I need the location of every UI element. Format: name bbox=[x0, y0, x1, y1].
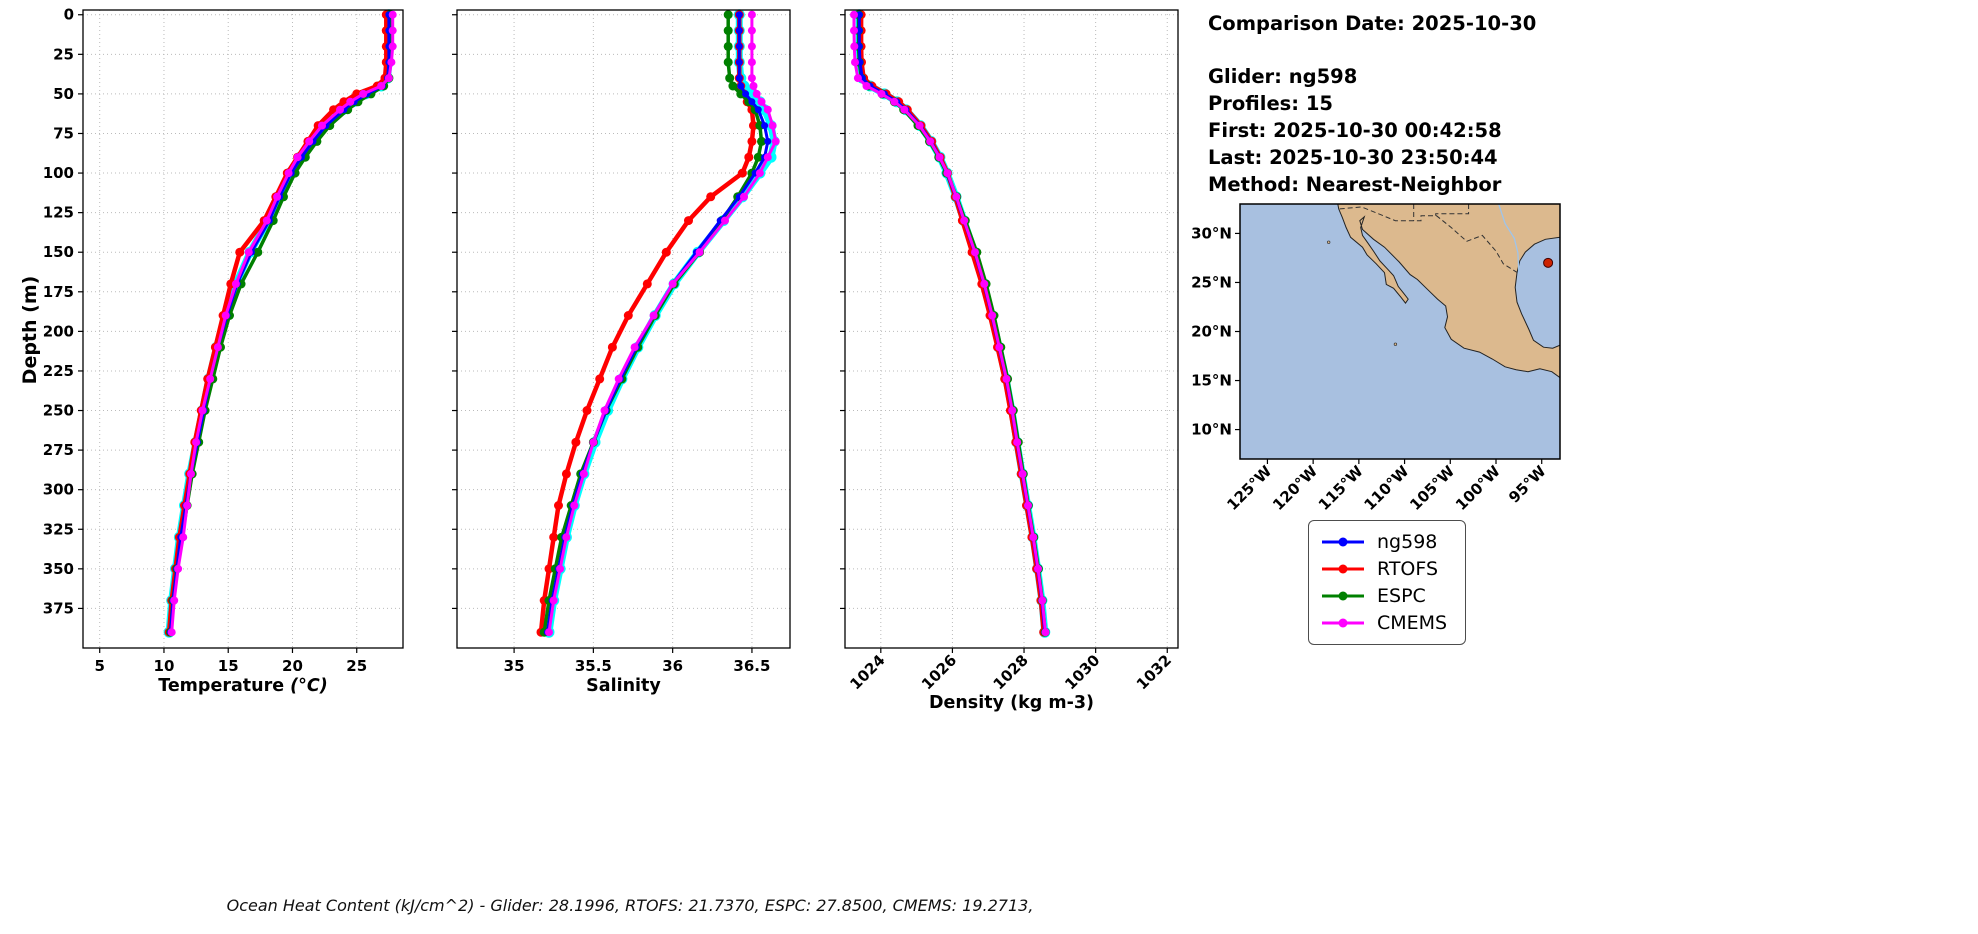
svg-text:1028: 1028 bbox=[990, 651, 1032, 693]
series-line-ng598 bbox=[545, 13, 770, 634]
svg-text:125: 125 bbox=[43, 204, 74, 222]
svg-text:25: 25 bbox=[53, 45, 74, 63]
map-border-line bbox=[1339, 206, 1520, 275]
map-land bbox=[1337, 204, 1560, 379]
ohc-footer: Ocean Heat Content (kJ/cm^2) - Glider: 2… bbox=[226, 896, 1034, 915]
svg-text:1026: 1026 bbox=[918, 651, 960, 693]
legend-line-sample bbox=[1322, 591, 1364, 601]
panel-salinity: 35 35.5 36 36.5 Salinity bbox=[452, 9, 791, 696]
svg-text:5: 5 bbox=[94, 657, 104, 675]
svg-text:15: 15 bbox=[218, 657, 239, 675]
series-line-ESPC bbox=[168, 12, 392, 634]
profile-charts: 5 10 15 20 250255075100125150175200225250275… bbox=[43, 6, 1179, 713]
svg-text:125°W: 125°W bbox=[1223, 462, 1275, 514]
svg-text:95°W: 95°W bbox=[1505, 462, 1550, 507]
svg-text:175: 175 bbox=[43, 283, 74, 301]
series-line-glider-envelope bbox=[165, 11, 393, 636]
series-line-CMEMS bbox=[547, 13, 778, 634]
info-panel: Comparison Date: 2025-10-30 Glider: ng59… bbox=[1208, 10, 1536, 198]
svg-text:300: 300 bbox=[43, 481, 74, 499]
legend-line-sample bbox=[1322, 537, 1364, 547]
legend-item-CMEMS: CMEMS bbox=[1321, 610, 1447, 636]
svg-text:35.5: 35.5 bbox=[575, 657, 612, 675]
svg-text:1032: 1032 bbox=[1133, 651, 1175, 693]
series-line-RTOFS bbox=[858, 12, 1046, 635]
comparison-date-line: Comparison Date: 2025-10-30 bbox=[1208, 12, 1537, 35]
legend-label: CMEMS bbox=[1377, 612, 1448, 634]
panel-density: 1024 1026 1028 1030 1032 Density (kg m-3) bbox=[840, 9, 1179, 713]
svg-text:100: 100 bbox=[43, 164, 74, 182]
panel-temperature: 5 10 15 20 250255075100125150175200225250275… bbox=[43, 6, 404, 696]
svg-text:20°N: 20°N bbox=[1191, 323, 1232, 341]
svg-text:50: 50 bbox=[53, 85, 74, 103]
svg-text:375: 375 bbox=[43, 599, 74, 617]
svg-text:30°N: 30°N bbox=[1191, 224, 1232, 242]
legend-item-ng598: ng598 bbox=[1321, 529, 1447, 555]
series-line-ng598 bbox=[168, 13, 391, 634]
svg-text:200: 200 bbox=[43, 322, 74, 340]
svg-text:275: 275 bbox=[43, 441, 74, 459]
legend-label: RTOFS bbox=[1377, 558, 1439, 580]
legend-label: ng598 bbox=[1377, 531, 1438, 553]
svg-text:36.5: 36.5 bbox=[733, 657, 770, 675]
svg-text:150: 150 bbox=[43, 243, 74, 261]
svg-text:1030: 1030 bbox=[1061, 651, 1103, 693]
location-map: 30°N 25°N 20°N 15°N 10°N 125°W120°W115°W110°W… bbox=[1191, 203, 1561, 514]
svg-text:325: 325 bbox=[43, 520, 74, 538]
svg-text:20: 20 bbox=[282, 657, 303, 675]
svg-text:225: 225 bbox=[43, 362, 74, 380]
series-line-ESPC bbox=[856, 12, 1047, 634]
svg-text:100°W: 100°W bbox=[1452, 462, 1504, 514]
xlabel-temperature: Temperature (°C) bbox=[158, 676, 328, 696]
glider-position-marker bbox=[1543, 257, 1554, 268]
method-line: Method: Nearest-Neighbor bbox=[1208, 173, 1502, 196]
series-line-ng598 bbox=[857, 13, 1047, 634]
series-line-glider-envelope bbox=[545, 11, 778, 636]
legend-line-sample bbox=[1322, 564, 1364, 574]
svg-text:1024: 1024 bbox=[846, 651, 888, 693]
svg-text:120°W: 120°W bbox=[1269, 462, 1321, 514]
svg-text:10°N: 10°N bbox=[1191, 421, 1232, 439]
svg-text:0: 0 bbox=[64, 6, 74, 24]
series-line-CMEMS bbox=[852, 13, 1047, 634]
profiles-line: Profiles: 15 bbox=[1208, 92, 1333, 115]
svg-text:115°W: 115°W bbox=[1315, 462, 1367, 514]
xlabel-salinity: Salinity bbox=[586, 676, 661, 696]
xlabel-density: Density (kg m-3) bbox=[929, 693, 1094, 713]
last-line: Last: 2025-10-30 23:50:44 bbox=[1208, 146, 1498, 169]
svg-text:75: 75 bbox=[53, 124, 74, 142]
svg-text:105°W: 105°W bbox=[1406, 462, 1458, 514]
map-river bbox=[1498, 204, 1520, 274]
svg-text:35: 35 bbox=[504, 657, 525, 675]
svg-text:250: 250 bbox=[43, 402, 74, 420]
svg-text:15°N: 15°N bbox=[1191, 372, 1232, 390]
first-line: First: 2025-10-30 00:42:58 bbox=[1208, 119, 1502, 142]
info-gap bbox=[1208, 37, 1536, 63]
legend-item-RTOFS: RTOFS bbox=[1321, 556, 1447, 582]
svg-text:36: 36 bbox=[662, 657, 683, 675]
svg-text:110°W: 110°W bbox=[1361, 462, 1413, 514]
legend: ng598 RTOFS ESPC CMEMS bbox=[1308, 520, 1467, 645]
svg-text:25: 25 bbox=[346, 657, 367, 675]
svg-text:350: 350 bbox=[43, 560, 74, 578]
legend-item-ESPC: ESPC bbox=[1321, 583, 1447, 609]
svg-text:25°N: 25°N bbox=[1191, 273, 1232, 291]
svg-text:10: 10 bbox=[154, 657, 175, 675]
map-border-line bbox=[1435, 204, 1470, 216]
legend-line-sample bbox=[1322, 618, 1364, 628]
glider-line: Glider: ng598 bbox=[1208, 65, 1358, 88]
series-line-RTOFS bbox=[166, 12, 389, 635]
legend-label: ESPC bbox=[1377, 585, 1426, 607]
series-line-glider-envelope bbox=[855, 11, 1049, 636]
series-line-CMEMS bbox=[170, 13, 395, 634]
